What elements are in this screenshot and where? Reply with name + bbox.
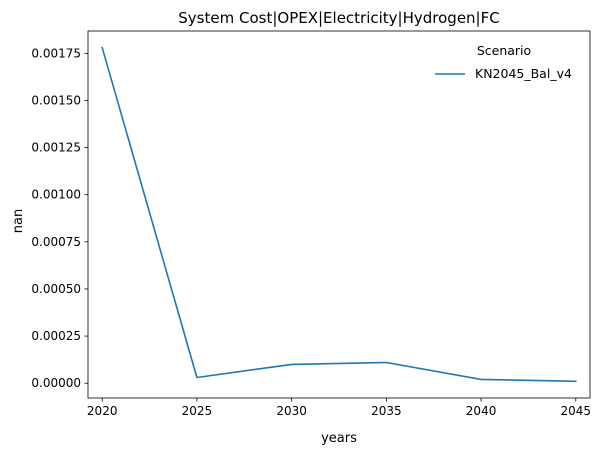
y-axis-label: nan [11, 209, 26, 233]
series-layer [101, 46, 577, 383]
plot-area-frame [87, 30, 591, 399]
y-tick-label: 0.00100 [31, 188, 81, 202]
y-tick-label: 0.00050 [31, 282, 81, 296]
y-axis-ticks: 0.00000 0.00025 0.00050 0.00075 0.00100 0.001… [31, 46, 88, 390]
x-tick-label: 2040 [466, 404, 497, 418]
legend: Scenario KN2045_Bal_v4 [435, 43, 572, 81]
y-tick-label: 0.00150 [31, 93, 81, 107]
x-axis-ticks: 2020 2025 2030 2035 2040 2045 [87, 398, 591, 418]
legend-title: Scenario [477, 43, 531, 58]
x-tick-label: 2025 [182, 404, 213, 418]
x-tick-label: 2030 [276, 404, 307, 418]
x-tick-label: 2020 [87, 404, 118, 418]
x-axis-label: years [321, 431, 357, 446]
y-tick-label: 0.00025 [31, 329, 81, 343]
y-tick-label: 0.00125 [31, 141, 81, 155]
y-tick-label: 0.00175 [31, 46, 81, 60]
x-tick-label: 2045 [561, 404, 592, 418]
y-tick-label: 0.00000 [31, 376, 81, 390]
chart-title: System Cost|OPEX|Electricity|Hydrogen|FC [178, 9, 499, 27]
legend-label: KN2045_Bal_v4 [475, 66, 572, 81]
y-tick-label: 0.00075 [31, 235, 81, 249]
series-line [101, 46, 577, 383]
x-tick-label: 2035 [371, 404, 402, 418]
